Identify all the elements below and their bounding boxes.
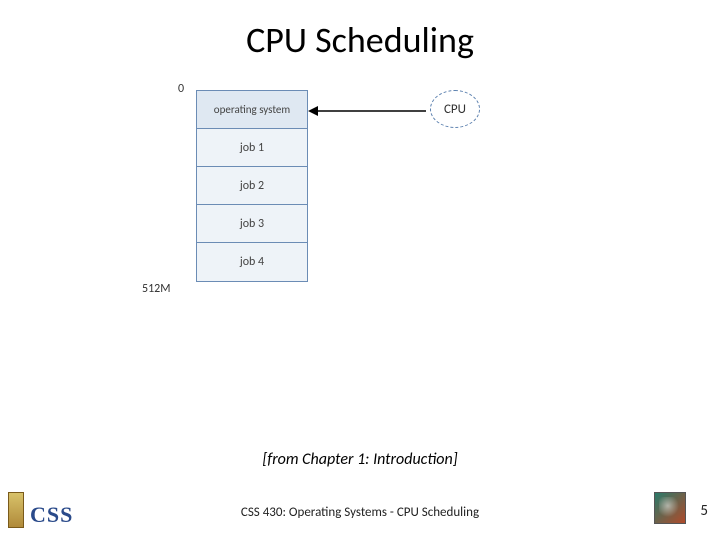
memory-row-job2: job 2: [197, 167, 307, 205]
memory-stack: operating system job 1 job 2 job 3 job 4: [196, 90, 308, 282]
footer-course-text: CSS 430: Operating Systems - CPU Schedul…: [0, 505, 720, 520]
slide: CPU Scheduling 0 512M operating system j…: [0, 0, 720, 540]
cpu-node: CPU: [430, 90, 480, 128]
memory-label-top: 0: [178, 82, 184, 96]
memory-label-bottom: 512M: [142, 282, 171, 296]
cpu-arrow: [308, 105, 430, 117]
footer: CSS CSS 430: Operating Systems - CPU Sch…: [0, 488, 720, 528]
memory-row-job1: job 1: [197, 129, 307, 167]
page-number: 5: [700, 502, 708, 520]
memory-row-job3: job 3: [197, 205, 307, 243]
logo-right-icon: [654, 492, 686, 524]
memory-cpu-diagram: 0 512M operating system job 1 job 2 job …: [140, 82, 480, 312]
citation-text: [from Chapter 1: Introduction]: [0, 450, 720, 469]
slide-title: CPU Scheduling: [0, 18, 720, 62]
memory-row-job4: job 4: [197, 243, 307, 281]
memory-row-os: operating system: [197, 91, 307, 129]
